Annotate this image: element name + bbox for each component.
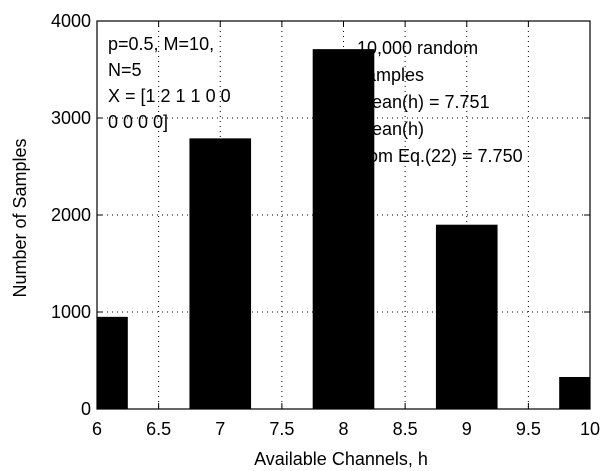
annotation-right-line-5: from Eq.(22) = 7.750: [357, 146, 523, 166]
y-tick-label-3: 3000: [51, 108, 91, 128]
bar-1: [189, 138, 252, 409]
x-tick-label-0: 6: [92, 419, 102, 439]
annotation-left-line-3: X = [1 2 1 1 0 0: [108, 86, 231, 106]
y-axis-label: Number of Samples: [10, 138, 30, 297]
bar-3: [435, 224, 498, 409]
bar-4: [559, 376, 590, 409]
annotation-right-line-1: 10,000 random: [357, 38, 478, 58]
y-tick-label-2: 2000: [51, 205, 91, 225]
x-tick-label-4: 8: [338, 419, 348, 439]
grid-lines: [97, 21, 590, 409]
y-tick-label-4: 4000: [51, 11, 91, 31]
bar-0: [97, 316, 128, 409]
x-tick-label-5: 8.5: [393, 419, 418, 439]
x-tick-label-6: 9: [462, 419, 472, 439]
x-axis-label: Available Channels, h: [254, 449, 428, 469]
y-tick-label-1: 1000: [51, 302, 91, 322]
annotation-left-line-2: N=5: [108, 60, 142, 80]
annotation-left-line-4: 0 0 0 0]: [108, 112, 168, 132]
bars: [97, 49, 590, 409]
annotation-left-line-1: p=0.5, M=10,: [108, 34, 214, 54]
annotation-right-line-3: Mean(h) = 7.751: [357, 92, 490, 112]
x-tick-label-3: 7.5: [269, 419, 294, 439]
bar-2: [312, 49, 375, 409]
x-tick-label-1: 6.5: [146, 419, 171, 439]
x-tick-label-8: 10: [580, 419, 600, 439]
annotation-right-line-4: Mean(h): [357, 119, 424, 139]
axis-ticks: 6 6.5 7 7.5 8 8.5 9 9.5 10 0 1000 2000 3000 4000: [51, 11, 600, 439]
annotation-right-line-2: samples: [357, 65, 424, 85]
x-tick-label-7: 9.5: [516, 419, 541, 439]
x-tick-label-2: 7: [215, 419, 225, 439]
y-tick-label-0: 0: [81, 399, 91, 419]
